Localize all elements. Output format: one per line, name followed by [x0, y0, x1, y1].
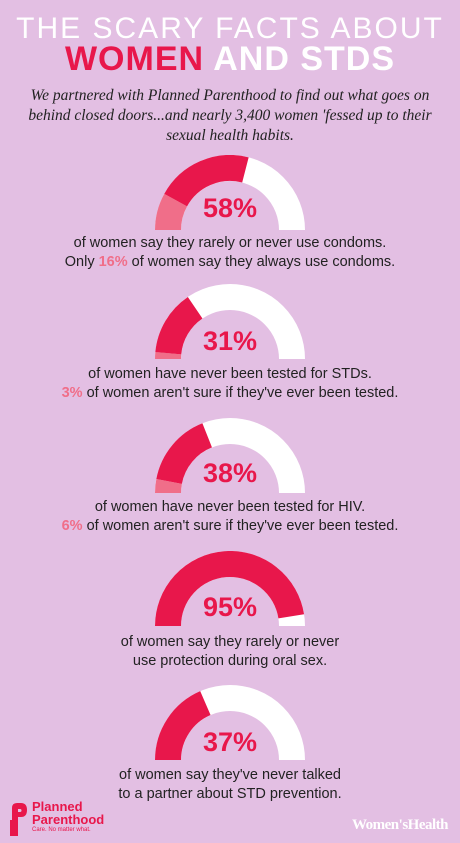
- gauge: [155, 418, 305, 494]
- gauge: [155, 284, 305, 360]
- stat-line-1: of women have never been tested for HIV.: [94, 499, 366, 515]
- stat-line-2: Only 16% of women say they always use co…: [0, 253, 460, 272]
- pp-name: Planned Parenthood: [32, 800, 104, 826]
- gauge-fill: [155, 551, 305, 627]
- gauge-fill: [164, 155, 249, 207]
- stat-percent: 95%: [202, 592, 258, 622]
- title-women: WOMEN: [64, 40, 205, 78]
- stat-description: of women have never been tested for HIV.…: [0, 498, 460, 536]
- stat-line-2-suffix: of women say they always use condoms.: [127, 254, 396, 270]
- stat-line-2: 3% of women aren't sure if they've ever …: [0, 384, 460, 403]
- pp-tagline: Care. No matter what.: [32, 827, 91, 833]
- title-and-stds: AND STDS: [204, 40, 396, 78]
- gauge-fill: [155, 296, 203, 355]
- stat-description: of women have never been tested for STDs…: [0, 365, 460, 403]
- gauge: [155, 551, 305, 627]
- stat-line-2-suffix: of women aren't sure if they've ever bee…: [82, 518, 399, 534]
- title-line-2: WOMEN AND STDS: [0, 40, 460, 79]
- stat-line-2: use protection during oral sex.: [132, 653, 328, 669]
- gauge-svg: [155, 685, 305, 761]
- gauge-svg: [155, 551, 305, 627]
- stat-percent: 58%: [202, 193, 258, 223]
- stat-line-1: of women say they've never talked: [119, 767, 341, 783]
- gauge-svg: [155, 284, 305, 360]
- pp-name-line-1: Planned: [32, 799, 83, 814]
- gauge-secondary-fill: [155, 193, 188, 231]
- stat-percent: 37%: [202, 727, 258, 757]
- stat-description: of women say they rarely or never use co…: [0, 234, 460, 272]
- stat-line-2-suffix: of women aren't sure if they've ever bee…: [82, 385, 399, 401]
- stat-description: of women say they've never talked to a p…: [0, 766, 460, 804]
- gauge-fill: [156, 423, 213, 485]
- planned-parenthood-mark-icon: [10, 803, 27, 836]
- stat-description: of women say they rarely or never use pr…: [0, 633, 460, 671]
- gauge-secondary-fill: [155, 478, 182, 494]
- intro-text: We partnered with Planned Parenthood to …: [28, 87, 432, 144]
- gauge-svg: [155, 418, 305, 494]
- pp-name-line-2: Parenthood: [32, 812, 105, 827]
- stat-percent: 38%: [202, 458, 258, 488]
- stat-line-2: to a partner about STD prevention.: [118, 786, 342, 802]
- stat-highlight: 6%: [61, 518, 83, 534]
- stat-line-2-prefix: Only: [64, 254, 99, 270]
- stat-highlight: 16%: [98, 254, 128, 270]
- stat-line-1: of women say they rarely or never: [120, 634, 340, 650]
- gauge: [155, 155, 305, 231]
- stat-line-1: of women have never been tested for STDs…: [88, 366, 372, 382]
- stat-percent: 31%: [202, 326, 258, 356]
- gauge: [155, 685, 305, 761]
- gauge-svg: [155, 155, 305, 231]
- womens-health-logo: Women'sHealth: [351, 817, 449, 833]
- stat-line-1: of women say they rarely or never use co…: [73, 235, 387, 251]
- title-line-1: THE SCARY FACTS ABOUT: [16, 12, 444, 45]
- stat-highlight: 3%: [61, 385, 83, 401]
- gauge-fill: [155, 691, 212, 761]
- planned-parenthood-logo: Planned Parenthood Care. No matter what.: [10, 800, 130, 838]
- stat-line-2: 6% of women aren't sure if they've ever …: [0, 517, 460, 536]
